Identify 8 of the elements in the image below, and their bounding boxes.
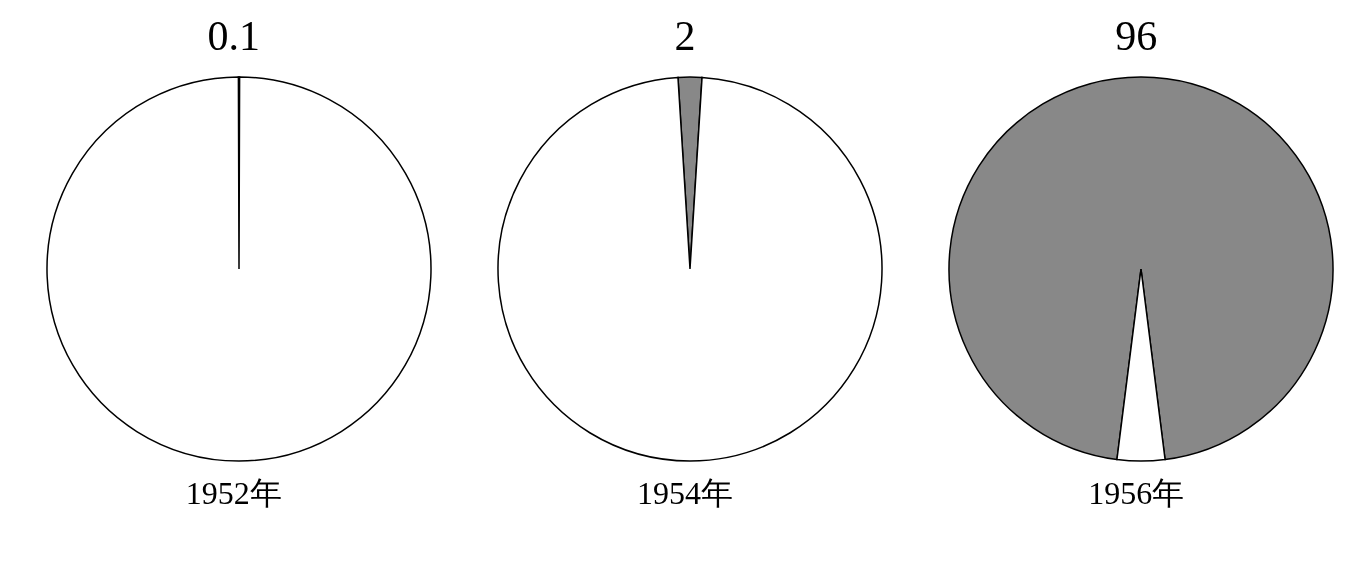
text: 1954年 [636, 474, 733, 513]
text: 1956年 [1088, 474, 1185, 513]
data-label: 2 [674, 13, 696, 59]
pie-slice [497, 76, 883, 462]
data-label: 96 [1115, 13, 1158, 59]
data-label: 0.1 [207, 13, 260, 59]
text: 1952年 [185, 474, 282, 513]
pie-slice [948, 76, 1334, 461]
